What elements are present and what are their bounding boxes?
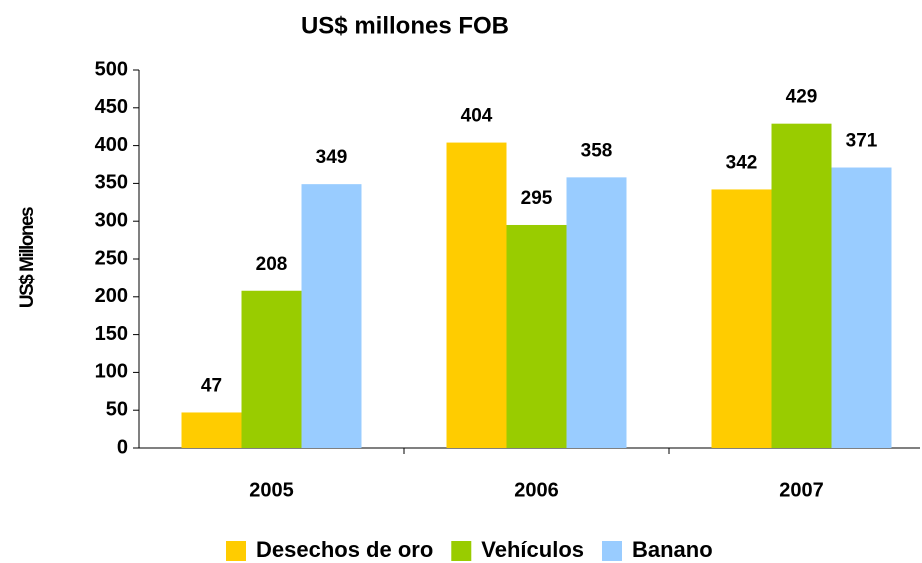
data-label: 208: [256, 254, 288, 275]
legend-swatch: [226, 541, 246, 561]
data-label: 295: [521, 188, 553, 209]
legend-label: Banano: [632, 537, 713, 562]
bar: [711, 189, 772, 448]
legend-swatch: [451, 541, 472, 561]
data-label: 429: [786, 87, 818, 108]
y-tick-label: 400: [95, 134, 128, 156]
x-tick-label: 2007: [779, 479, 824, 501]
y-tick-label: 500: [95, 58, 128, 80]
x-tick-label: 2005: [249, 479, 294, 501]
y-tick-label: 250: [95, 247, 128, 269]
x-tick-label: 2006: [514, 479, 559, 501]
data-label: 371: [846, 131, 878, 152]
bar: [506, 224, 567, 448]
bar: [446, 142, 507, 449]
bar: [831, 167, 892, 449]
data-label: 404: [461, 106, 493, 127]
data-label: 47: [201, 375, 222, 396]
y-tick-label: 0: [117, 436, 128, 458]
y-tick-label: 200: [95, 285, 128, 307]
legend-label: Vehículos: [481, 537, 584, 562]
data-label: 358: [581, 140, 613, 161]
y-tick-label: 300: [95, 209, 128, 231]
data-label: 349: [316, 147, 348, 168]
y-tick-label: 150: [95, 323, 128, 345]
legend-label: Desechos de oro: [256, 537, 433, 562]
y-tick-label: 100: [95, 361, 128, 383]
bar: [301, 184, 362, 448]
y-tick-label: 350: [95, 172, 128, 194]
y-axis-label: US$ Millones: [17, 207, 38, 308]
bar: [241, 290, 302, 448]
data-label: 342: [726, 152, 758, 173]
bar: [566, 177, 627, 449]
y-tick-label: 50: [106, 398, 128, 420]
bar: [181, 412, 242, 448]
chart-title: US$ millones FOB: [301, 12, 509, 39]
bar: [771, 123, 832, 449]
legend-swatch: [602, 541, 622, 561]
y-tick-label: 450: [95, 96, 128, 118]
